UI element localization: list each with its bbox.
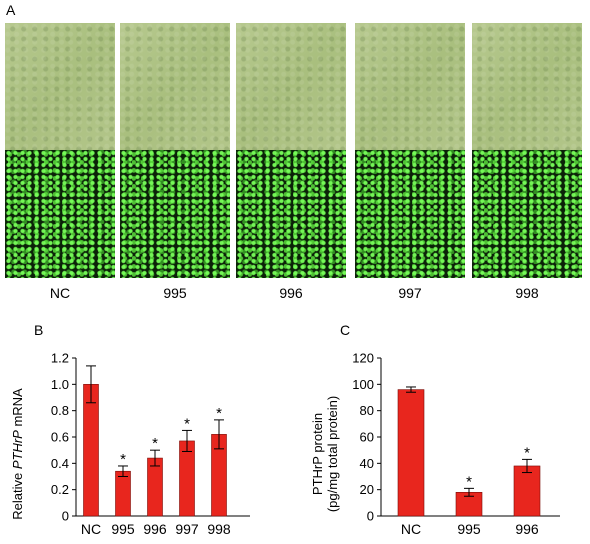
x-tick-label-998: 998 [207, 521, 231, 537]
y-tick-label: 0.6 [51, 430, 69, 445]
significance-marker-996: * [524, 444, 530, 461]
x-tick-label-995: 995 [111, 521, 135, 537]
significance-marker-997: * [184, 415, 190, 432]
brightfield-image-nc [5, 23, 115, 151]
micrograph-label-998: 998 [515, 285, 539, 301]
y-tick-label: 100 [352, 377, 374, 392]
fluorescence-image-995 [120, 150, 230, 278]
y-tick-label: 120 [352, 351, 374, 366]
x-tick-label-997: 997 [175, 521, 199, 537]
chart-c-ylabel-line1: PTHrP protein [310, 413, 325, 495]
x-tick-label-996: 996 [515, 521, 539, 537]
y-tick-label: 40 [360, 456, 374, 471]
y-tick-label: 20 [360, 482, 374, 497]
y-tick-label: 0 [62, 509, 69, 524]
y-tick-label: 0 [367, 509, 374, 524]
chart-b-relative-pthrp-mrna: Relative PTHrP mRNA 0 0.2 0.4 0.6 0.8 1.0 1.2 N… [10, 351, 250, 537]
fluorescence-image-996 [236, 150, 346, 278]
x-tick-label-996: 996 [143, 521, 167, 537]
chart-b-ylabel: Relative PTHrP mRNA [10, 388, 25, 520]
chart-c-pthrp-protein: PTHrP protein (pg/mg total protein) 0 20 4… [310, 351, 560, 537]
panel-c-label: C [340, 322, 351, 338]
brightfield-image-998 [472, 23, 582, 151]
x-tick-label-NC: NC [401, 521, 421, 537]
brightfield-image-997 [355, 23, 465, 151]
y-tick-label: 0.2 [51, 482, 69, 497]
brightfield-image-996 [236, 23, 346, 151]
panel-a-label: A [6, 2, 16, 18]
y-tick-label: 1.2 [51, 351, 69, 366]
x-tick-label-NC: NC [81, 521, 101, 537]
chart-c-ylabel-line2: (pg/mg total protein) [325, 396, 340, 512]
brightfield-image-995 [120, 23, 230, 151]
y-tick-label: 0.8 [51, 403, 69, 418]
bar-NC [83, 384, 99, 517]
bar-995 [115, 470, 131, 517]
significance-marker-998: * [216, 405, 222, 422]
bar-996 [147, 457, 163, 517]
significance-marker-995: * [120, 451, 126, 468]
significance-marker-995: * [466, 473, 472, 490]
micrograph-label-995: 995 [163, 285, 187, 301]
y-tick-label: 60 [360, 430, 374, 445]
fluorescence-image-nc [5, 150, 115, 278]
micrograph-label-997: 997 [398, 285, 422, 301]
bar-NC [397, 389, 425, 517]
y-tick-label: 80 [360, 403, 374, 418]
fluorescence-image-997 [355, 150, 465, 278]
bar-996 [513, 465, 541, 517]
x-tick-label-995: 995 [457, 521, 481, 537]
micrograph-label-996: 996 [279, 285, 303, 301]
bar-997 [179, 440, 195, 517]
fluorescence-image-998 [472, 150, 582, 278]
y-tick-label: 1.0 [51, 377, 69, 392]
micrograph-label-nc: NC [49, 285, 71, 301]
significance-marker-996: * [152, 435, 158, 452]
panel-b-label: B [34, 322, 44, 338]
y-tick-label: 0.4 [51, 456, 69, 471]
